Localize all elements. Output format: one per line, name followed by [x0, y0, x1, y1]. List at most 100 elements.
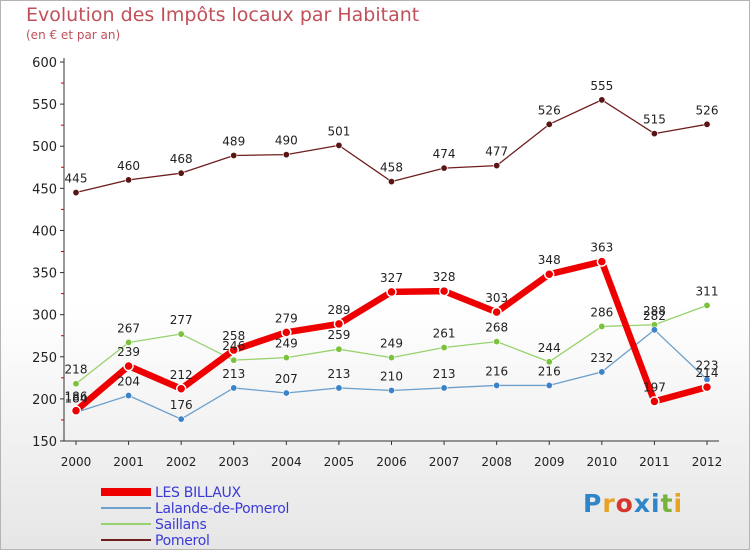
data-point — [493, 381, 501, 389]
data-point — [70, 405, 82, 416]
y-tick-label: 550 — [32, 98, 57, 113]
data-label: 214 — [696, 366, 719, 380]
data-point — [387, 386, 395, 394]
data-point — [175, 383, 187, 395]
x-tick-label: 2005 — [324, 455, 355, 469]
data-label: 279 — [275, 311, 298, 325]
data-label: 213 — [433, 367, 456, 381]
data-point — [703, 301, 711, 309]
data-label: 477 — [485, 145, 508, 159]
x-tick-label: 2007 — [429, 455, 460, 469]
data-point — [282, 151, 290, 159]
data-label: 244 — [538, 341, 561, 355]
data-label: 204 — [117, 375, 140, 389]
data-label: 474 — [433, 147, 456, 161]
data-point — [545, 381, 553, 389]
data-point — [544, 268, 555, 280]
data-point — [125, 176, 133, 184]
data-label: 526 — [696, 103, 719, 117]
data-point — [230, 151, 238, 159]
x-tick-label: 2006 — [376, 455, 407, 469]
data-point — [438, 285, 450, 297]
data-label: 501 — [327, 124, 350, 138]
y-tick-label: 200 — [32, 393, 57, 408]
data-point — [598, 368, 606, 376]
x-tick-label: 2012 — [692, 455, 723, 469]
data-point — [282, 389, 290, 397]
data-point — [491, 306, 502, 318]
data-label: 489 — [222, 134, 245, 148]
y-tick-label: 450 — [32, 182, 57, 197]
data-label: 261 — [433, 327, 456, 341]
data-point — [493, 162, 501, 170]
data-label: 232 — [590, 351, 613, 365]
data-point — [72, 380, 80, 388]
data-label: 460 — [117, 159, 140, 173]
legend-label: Lalande-de-Pomerol — [155, 501, 289, 517]
data-point — [598, 322, 606, 330]
data-label: 213 — [222, 367, 245, 381]
data-label: 218 — [65, 363, 88, 377]
x-tick-label: 2003 — [218, 455, 249, 469]
data-point — [701, 381, 713, 393]
x-tick-label: 2001 — [113, 455, 144, 469]
data-label: 246 — [222, 339, 245, 353]
legend-label: Saillans — [155, 517, 206, 533]
x-tick-label: 2009 — [534, 455, 565, 469]
data-point — [703, 120, 711, 128]
proxiti-logo: Proxiti — [583, 489, 683, 518]
data-point — [335, 345, 343, 353]
data-label: 258 — [222, 329, 245, 343]
data-label: 249 — [275, 337, 298, 351]
data-label: 311 — [696, 284, 719, 298]
data-point — [440, 344, 448, 352]
data-point — [177, 169, 185, 177]
data-label: 259 — [327, 328, 350, 342]
data-point — [598, 96, 606, 104]
data-point — [650, 326, 658, 334]
logo-letter: t — [660, 489, 674, 518]
data-label: 289 — [327, 303, 350, 317]
chart-subtitle: (en € et par an) — [26, 28, 121, 42]
data-label: 468 — [170, 152, 193, 166]
data-point — [177, 415, 185, 423]
data-label: 490 — [275, 134, 298, 148]
data-label: 458 — [380, 161, 403, 175]
y-tick-label: 600 — [32, 56, 57, 71]
data-point — [230, 384, 238, 392]
chart-title: Evolution des Impôts locaux par Habitant — [26, 4, 420, 26]
data-point — [440, 384, 448, 392]
data-label: 186 — [65, 390, 88, 404]
data-point — [545, 120, 553, 128]
data-point — [493, 338, 501, 346]
data-label: 303 — [485, 291, 508, 305]
data-point — [649, 396, 660, 407]
data-label: 286 — [590, 305, 613, 319]
x-tick-label: 2008 — [481, 455, 512, 469]
data-point — [596, 256, 608, 267]
data-point — [282, 354, 290, 362]
data-point — [440, 164, 448, 172]
data-point — [387, 354, 395, 362]
data-label: 212 — [170, 368, 193, 382]
data-point — [125, 392, 133, 400]
y-tick-label: 400 — [32, 224, 57, 239]
data-label: 176 — [170, 398, 193, 412]
x-tick-label: 2002 — [166, 455, 197, 469]
y-tick-label: 150 — [32, 435, 57, 450]
x-tick-label: 2011 — [639, 455, 670, 469]
y-tick-label: 250 — [32, 351, 57, 366]
data-label: 213 — [327, 367, 350, 381]
data-label: 197 — [643, 380, 666, 394]
logo-letter: i — [651, 489, 661, 518]
data-point — [177, 330, 185, 338]
data-label: 216 — [485, 364, 508, 378]
logo-letter: P — [583, 489, 603, 518]
data-label: 445 — [65, 172, 88, 186]
data-point — [72, 189, 80, 197]
data-label: 328 — [433, 270, 456, 284]
data-label: 267 — [117, 321, 140, 335]
data-label: 184 — [65, 391, 88, 405]
data-point — [281, 327, 292, 338]
